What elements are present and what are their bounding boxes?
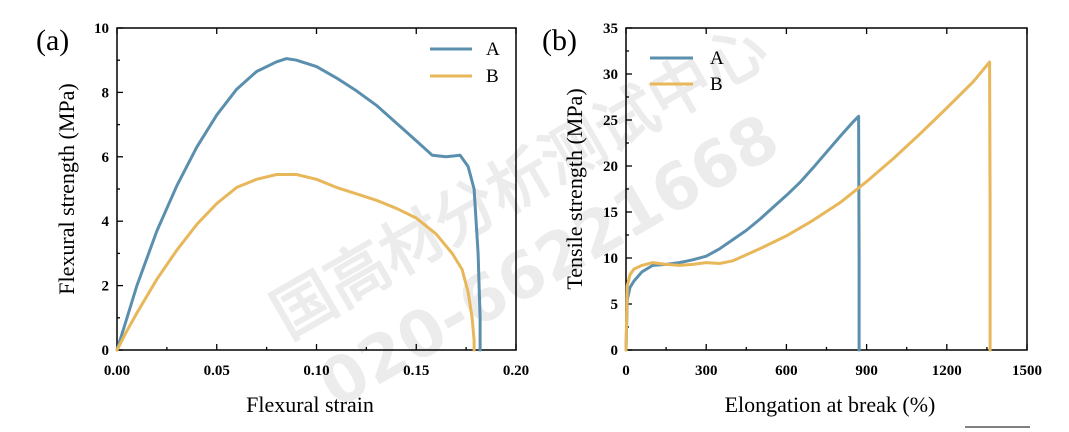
x-tick-label: 0.00 xyxy=(104,363,130,379)
panel-b-series xyxy=(624,60,992,352)
panel-b-chart: (b) 0 300 600 900 1200 1500 0 5 10 15 20 25 30 35 El… xyxy=(542,21,1042,417)
y-tick-label: 10 xyxy=(603,251,618,267)
x-tick-label: 0 xyxy=(622,363,630,379)
series-line-b xyxy=(624,60,992,352)
x-tick-label: 0.15 xyxy=(403,363,429,379)
panel-a-chart: (a) 0.00 0.05 0.10 0.15 0.20 0 2 4 6 8 10 Flexura… xyxy=(36,21,529,417)
panel-b-x-ticks: 0 300 600 900 1200 1500 xyxy=(622,28,1042,379)
series-line-a xyxy=(115,57,482,352)
y-tick-label: 2 xyxy=(102,279,110,295)
x-tick-label: 0.10 xyxy=(303,363,329,379)
panel-b-label: (b) xyxy=(542,24,577,57)
y-tick-label: 35 xyxy=(603,21,618,37)
panel-a-legend-label-b: B xyxy=(486,66,499,87)
y-tick-label: 15 xyxy=(603,205,618,221)
x-tick-label: 300 xyxy=(695,363,718,379)
x-tick-label: 1200 xyxy=(932,363,962,379)
panel-b-y-axis-title: Tensile strength (MPa) xyxy=(562,88,587,289)
y-tick-label: 30 xyxy=(603,67,618,83)
series-line-b xyxy=(115,173,476,352)
panel-a-x-axis-title: Flexural strain xyxy=(246,392,374,417)
y-tick-label: 6 xyxy=(102,150,110,166)
x-tick-label: 1500 xyxy=(1012,363,1042,379)
y-tick-label: 10 xyxy=(94,21,109,37)
panel-a-series xyxy=(115,57,482,352)
panel-b-legend-label-a: A xyxy=(710,48,724,69)
x-tick-label: 0.05 xyxy=(204,363,230,379)
panel-a-label: (a) xyxy=(36,24,69,57)
y-tick-label: 8 xyxy=(102,85,110,101)
panel-b-x-axis-title: Elongation at break (%) xyxy=(725,392,936,417)
panel-a-y-axis-title: Flexural strength (MPa) xyxy=(54,83,79,294)
panel-a-y-ticks: 0 2 4 6 8 10 xyxy=(94,21,123,359)
watermark: 国高材分析测试中心 020-66221668 xyxy=(259,10,791,423)
y-tick-label: 0 xyxy=(611,343,619,359)
y-tick-label: 4 xyxy=(102,214,110,230)
x-tick-label: 0.20 xyxy=(503,363,529,379)
series-line-a xyxy=(624,114,861,352)
panel-a-legend-label-a: A xyxy=(486,39,500,60)
panel-a-x-ticks: 0.00 0.05 0.10 0.15 0.20 xyxy=(104,28,529,379)
x-tick-label: 900 xyxy=(855,363,878,379)
y-tick-label: 20 xyxy=(603,159,618,175)
panel-b-y-ticks: 0 5 10 15 20 25 30 35 xyxy=(603,21,632,359)
y-tick-label: 5 xyxy=(611,297,619,313)
panel-a-legend: A B xyxy=(430,39,500,87)
panel-b-legend-label-b: B xyxy=(710,74,723,95)
x-tick-label: 600 xyxy=(775,363,798,379)
y-tick-label: 25 xyxy=(603,113,618,129)
panel-b-legend: A B xyxy=(650,48,724,95)
y-tick-label: 0 xyxy=(102,343,110,359)
